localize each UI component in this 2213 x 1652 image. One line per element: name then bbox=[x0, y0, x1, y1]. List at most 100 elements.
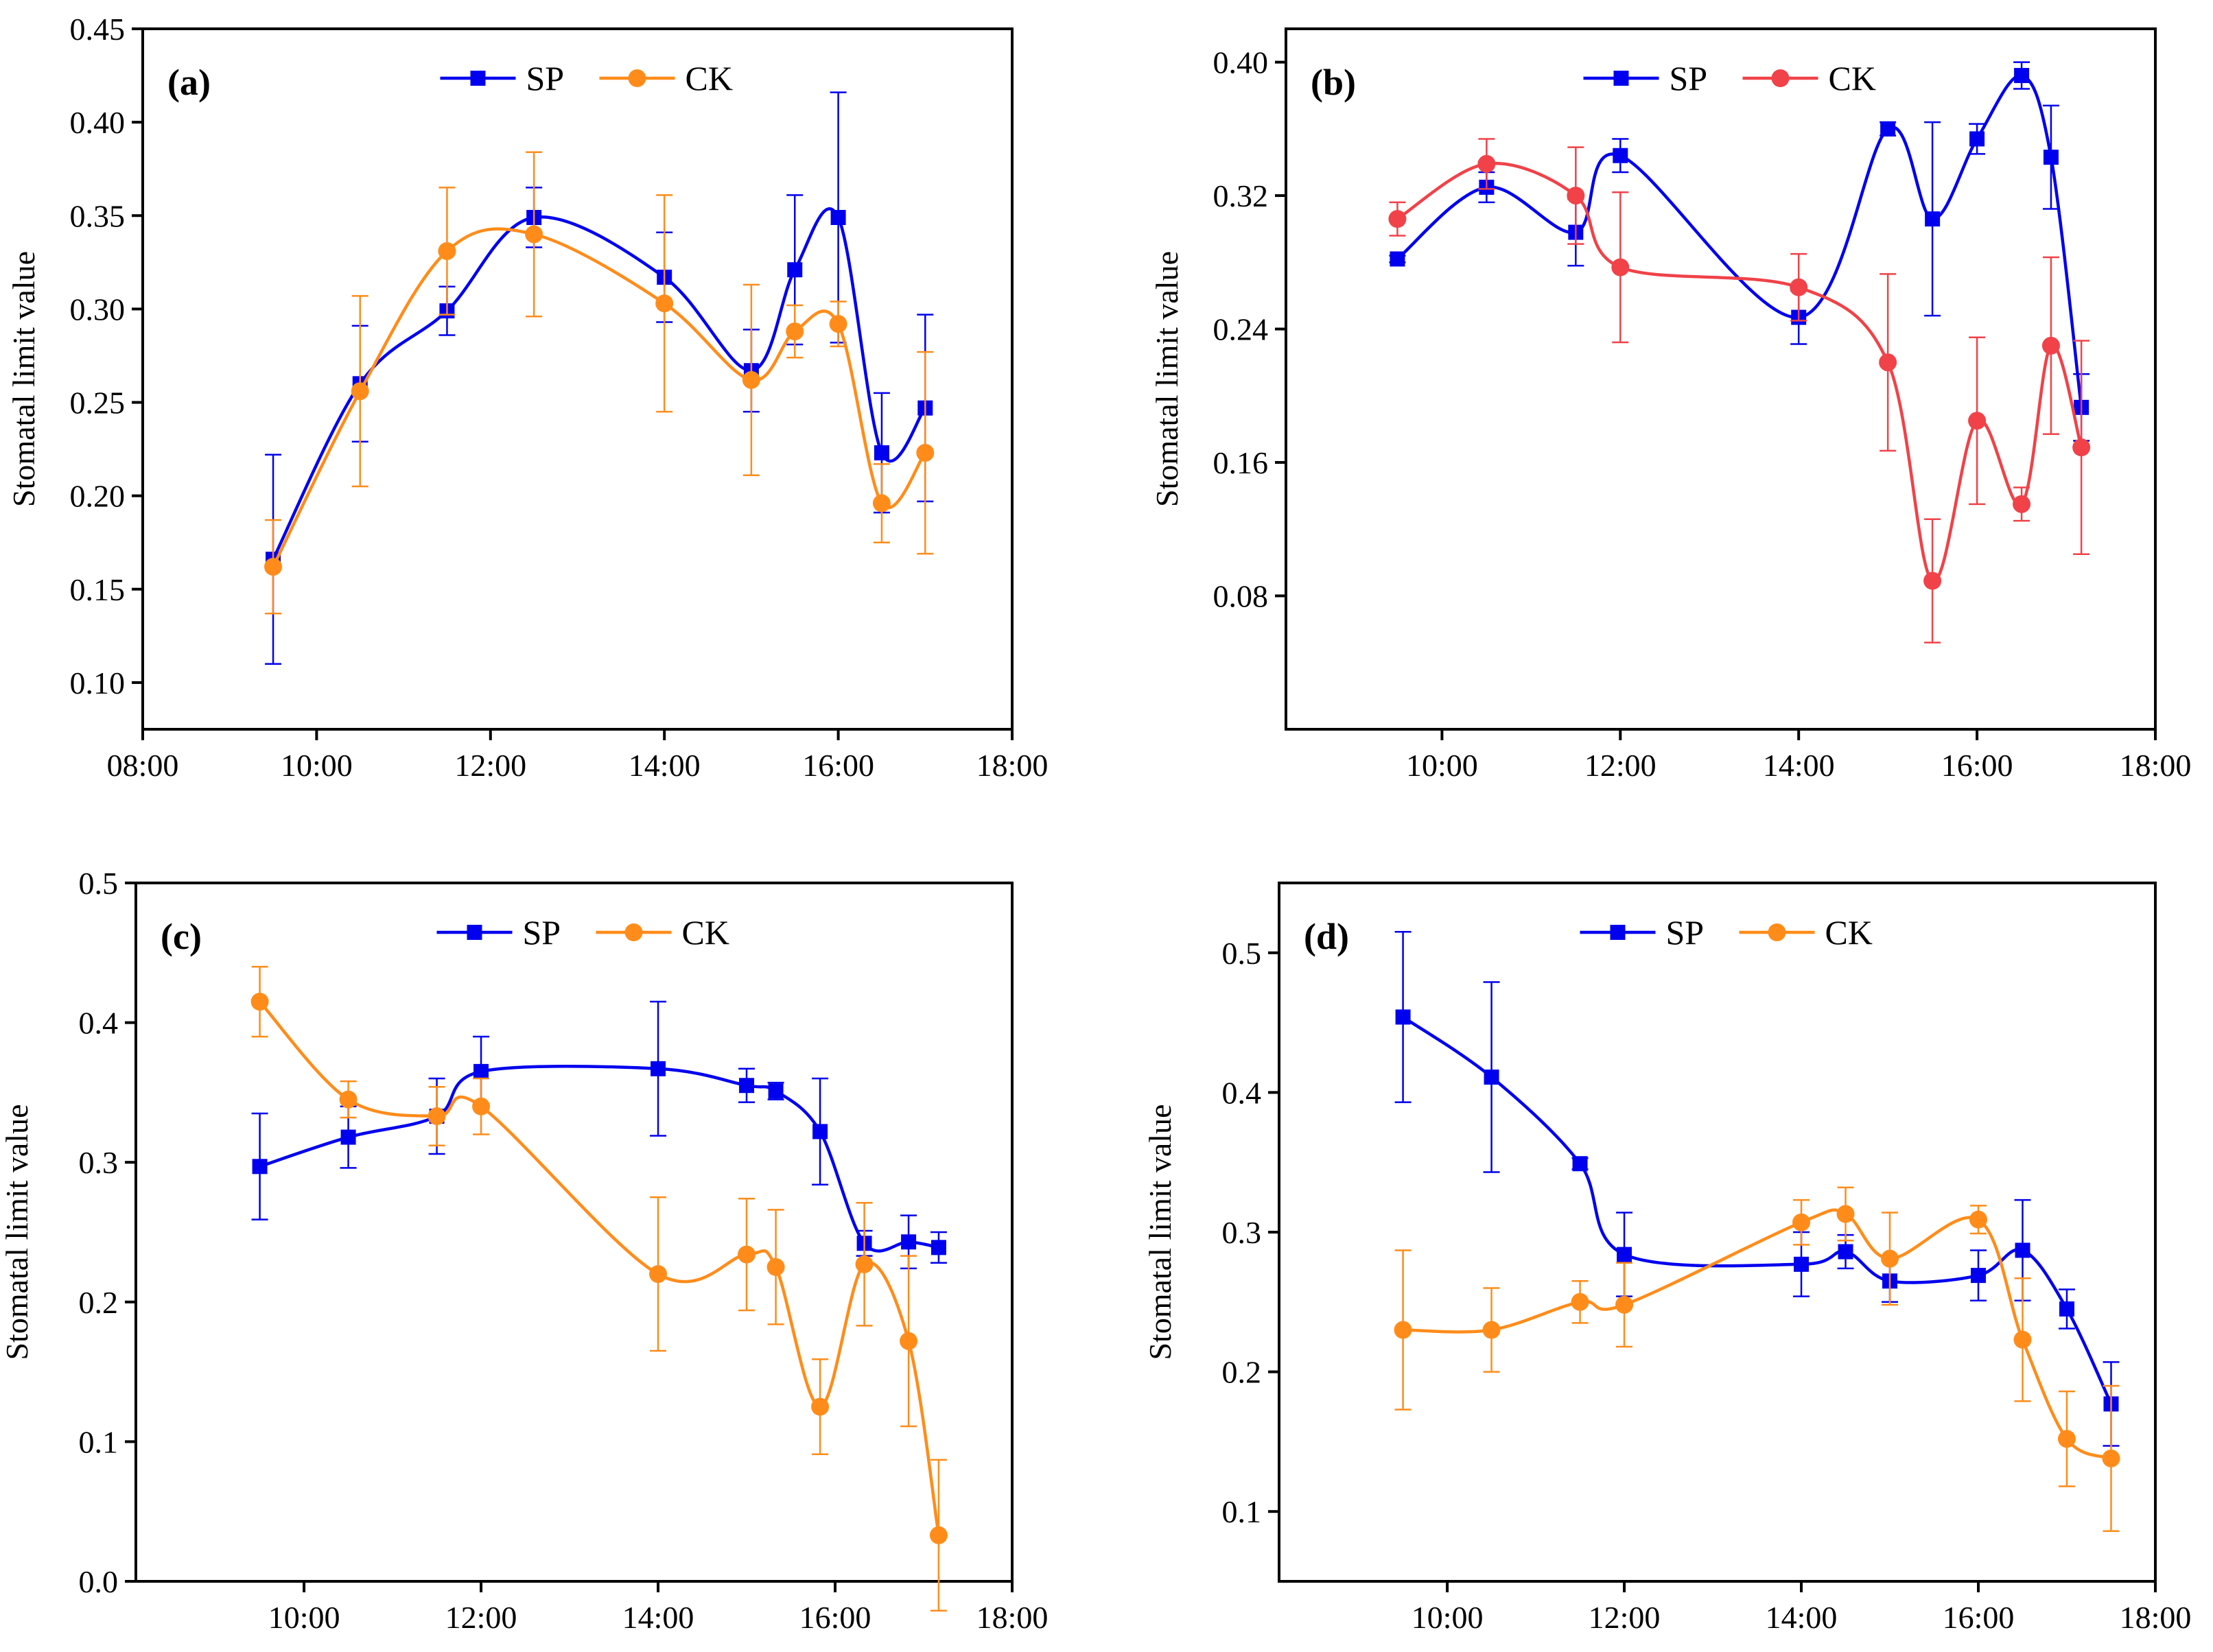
panel-label: (d) bbox=[1304, 916, 1349, 957]
data-point bbox=[929, 1526, 948, 1544]
data-point bbox=[472, 1097, 491, 1116]
data-point bbox=[473, 1063, 489, 1079]
series-line bbox=[271, 207, 927, 560]
x-tick-label: 12:00 bbox=[445, 1600, 517, 1635]
data-point bbox=[812, 1124, 828, 1140]
y-tick-label: 0.10 bbox=[70, 665, 126, 700]
legend-marker bbox=[1613, 71, 1629, 86]
y-tick-label: 0.35 bbox=[70, 198, 126, 233]
data-point bbox=[250, 993, 269, 1011]
data-point bbox=[855, 1255, 874, 1273]
data-point bbox=[1388, 210, 1407, 228]
legend-label: CK bbox=[1829, 59, 1876, 97]
data-point bbox=[1794, 1256, 1810, 1272]
y-tick-label: 0.1 bbox=[1222, 1494, 1262, 1529]
data-point bbox=[1923, 571, 1942, 590]
data-point bbox=[1572, 1156, 1588, 1172]
x-tick-label: 16:00 bbox=[799, 1600, 871, 1635]
data-point bbox=[1969, 1210, 1988, 1229]
legend-marker bbox=[1768, 923, 1786, 941]
legend-label: CK bbox=[686, 59, 733, 97]
x-tick-label: 14:00 bbox=[1766, 1600, 1838, 1635]
legend-label: SP bbox=[1666, 913, 1705, 952]
data-point bbox=[2059, 1301, 2075, 1317]
y-tick-label: 0.4 bbox=[1222, 1075, 1262, 1110]
data-point bbox=[2058, 1430, 2076, 1448]
x-tick-label: 10:00 bbox=[1406, 748, 1478, 783]
data-point bbox=[351, 382, 369, 401]
x-tick-label: 12:00 bbox=[454, 748, 526, 783]
data-point bbox=[1482, 1321, 1501, 1339]
legend-label: CK bbox=[1825, 913, 1873, 952]
y-axis-label: Stomatal limit value bbox=[1143, 1104, 1178, 1360]
x-tick-label: 16:00 bbox=[1943, 1600, 2015, 1635]
y-axis-label: Stomatal limit value bbox=[6, 251, 41, 507]
legend-label: SP bbox=[1670, 59, 1708, 97]
series-ck bbox=[1388, 138, 2091, 644]
legend-marker bbox=[628, 69, 646, 87]
x-tick-label: 18:00 bbox=[976, 1600, 1049, 1635]
data-point bbox=[742, 370, 760, 389]
data-point bbox=[811, 1397, 830, 1416]
series-line bbox=[271, 227, 927, 568]
data-point bbox=[2013, 1330, 2032, 1349]
legend-item-ck: CK bbox=[596, 913, 729, 952]
x-tick-label: 14:00 bbox=[1763, 748, 1835, 783]
data-point bbox=[872, 494, 891, 512]
data-point bbox=[1968, 412, 1987, 430]
series-line bbox=[1396, 161, 2083, 582]
y-tick-label: 0.45 bbox=[70, 12, 126, 47]
legend: SP CK bbox=[436, 913, 729, 952]
data-point bbox=[738, 1245, 756, 1264]
y-tick-label: 0.3 bbox=[79, 1145, 119, 1180]
data-point bbox=[1484, 1070, 1499, 1085]
x-tick-label: 14:00 bbox=[629, 748, 701, 783]
y-axis-label: Stomatal limit value bbox=[1149, 251, 1184, 507]
data-point bbox=[2014, 68, 2030, 84]
series-line bbox=[258, 1000, 941, 1536]
data-point bbox=[1879, 353, 1897, 372]
data-point bbox=[901, 1234, 917, 1250]
legend-marker bbox=[624, 923, 643, 941]
legend-marker bbox=[467, 925, 482, 940]
y-tick-label: 0.2 bbox=[79, 1285, 119, 1320]
legend-item-sp: SP bbox=[436, 913, 561, 952]
series-sp bbox=[1394, 931, 2120, 1447]
data-point bbox=[1567, 187, 1585, 205]
x-tick-label: 14:00 bbox=[622, 1600, 694, 1635]
data-point bbox=[766, 1258, 785, 1276]
y-tick-label: 0.3 bbox=[1222, 1215, 1262, 1250]
x-tick-label: 10:00 bbox=[268, 1600, 340, 1635]
plot-frame bbox=[134, 882, 1014, 1583]
legend-item-sp: SP bbox=[1580, 913, 1705, 952]
data-point bbox=[787, 262, 803, 278]
data-point bbox=[1971, 1268, 1987, 1284]
data-point bbox=[1390, 251, 1405, 267]
data-point bbox=[2013, 495, 2031, 513]
data-point bbox=[739, 1078, 755, 1094]
series-sp bbox=[1389, 61, 2090, 442]
series-ck bbox=[1394, 1186, 2120, 1532]
legend-marker bbox=[1771, 69, 1790, 87]
x-tick-label: 10:00 bbox=[1412, 1600, 1484, 1635]
data-point bbox=[916, 444, 935, 462]
series-ck bbox=[250, 965, 948, 1612]
y-tick-label: 0.20 bbox=[70, 479, 126, 514]
data-point bbox=[1477, 154, 1496, 173]
series-line bbox=[1403, 1208, 2112, 1460]
legend-item-ck: CK bbox=[1739, 913, 1873, 952]
data-point bbox=[900, 1332, 918, 1350]
data-point bbox=[1613, 148, 1628, 163]
y-tick-label: 0.1 bbox=[79, 1424, 119, 1459]
data-point bbox=[2041, 336, 2060, 355]
data-point bbox=[1611, 258, 1630, 276]
data-point bbox=[1925, 211, 1941, 227]
data-point bbox=[428, 1107, 446, 1126]
y-tick-label: 0.32 bbox=[1213, 178, 1269, 213]
data-point bbox=[1792, 1213, 1811, 1231]
data-point bbox=[1571, 1293, 1589, 1311]
data-point bbox=[1615, 1295, 1634, 1314]
data-point bbox=[525, 225, 543, 244]
data-point bbox=[2015, 1242, 2030, 1258]
